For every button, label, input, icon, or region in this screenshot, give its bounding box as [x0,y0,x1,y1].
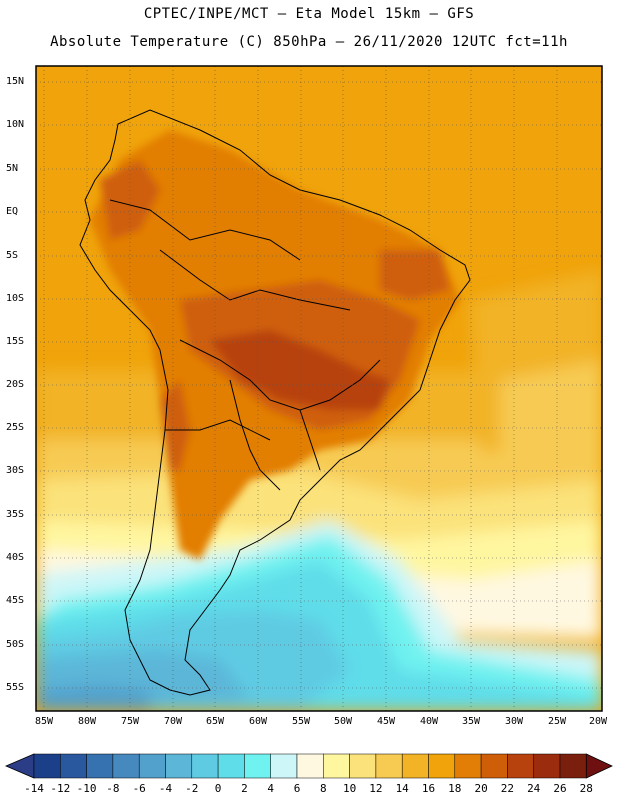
lat-label: 55S [6,682,25,693]
colorbar-cell [559,753,587,779]
colorbar-label: 4 [267,782,274,795]
colorbar-cell [244,753,271,779]
colorbar-cell [480,753,508,779]
colorbar-label: -12 [50,782,71,795]
lon-label: 65W [205,716,225,727]
lon-label: 45W [376,716,396,727]
colorbar-label: -14 [24,782,44,795]
colorbar-label: 2 [241,782,248,795]
colorbar-label: 20 [474,782,488,795]
colorbar-label: -4 [158,782,173,795]
map-frame [35,65,603,712]
lon-label: 85W [34,716,54,727]
lon-label: 50W [333,716,353,727]
colorbar-cell [454,753,482,779]
colorbar-cell [138,753,166,779]
colorbar-label: 16 [421,782,436,795]
colorbar-label: 6 [293,782,301,795]
lon-label: 60W [248,716,268,727]
colorbar-cell [428,753,456,779]
colorbar-under-arrow [4,753,35,779]
colorbar-cell [323,753,350,779]
colorbar-cell [60,753,87,779]
colorbar-label: 26 [553,782,567,795]
lat-label: 10N [6,119,25,130]
title-line-1: CPTEC/INPE/MCT — Eta Model 15km — GFS [143,6,475,22]
lon-label: 35W [461,716,481,727]
lat-label: 30S [6,465,25,476]
title-line-2: Absolute Temperature (C) 850hPa — 26/11/… [50,34,568,50]
colorbar-cell [349,753,377,779]
colorbar [4,753,613,779]
colorbar-label: 10 [342,782,357,795]
colorbar-cell [401,753,429,779]
colorbar-cell [165,753,193,779]
colorbar-cell [533,753,561,779]
lat-label: 15S [6,336,25,347]
colorbar-cell [507,753,534,779]
lat-label: EQ [6,206,19,217]
lat-label: 5S [6,250,19,261]
lat-label: 35S [6,509,25,520]
colorbar-cell [270,753,298,779]
lat-label: 20S [6,379,25,390]
lat-label: 45S [6,595,25,606]
lon-label: 80W [77,716,97,727]
colorbar-over-arrow [585,753,613,779]
lon-label: 30W [504,716,524,727]
temperature-field [36,66,602,711]
colorbar-cell [217,753,245,779]
colorbar-label: 28 [579,782,593,795]
lat-label: 10S [6,293,25,304]
lon-label: 25W [547,716,567,727]
lon-label: 20W [588,716,608,727]
colorbar-cell [33,753,61,779]
colorbar-label: 22 [500,782,515,795]
colorbar-label: -6 [132,782,146,795]
lon-label: 75W [120,716,140,727]
colorbar-cell [191,753,219,779]
colorbar-label: 12 [369,782,383,795]
colorbar-label: 18 [448,782,462,795]
colorbar-cell [296,753,324,779]
lat-label: 25S [6,422,25,433]
colorbar-cell [112,753,140,779]
colorbar-label: -8 [106,782,120,795]
colorbar-label: -2 [185,782,199,795]
colorbar-label: 14 [395,782,409,795]
lon-label: 70W [163,716,183,727]
lon-label: 55W [291,716,311,727]
colorbar-cell [86,753,114,779]
colorbar-label: 24 [527,782,541,795]
colorbar-label: 8 [319,782,327,795]
lon-label: 40W [419,716,439,727]
colorbar-label: 0 [214,782,222,795]
lat-label: 40S [6,552,25,563]
lat-label: 50S [6,639,25,650]
lat-label: 15N [6,76,25,87]
colorbar-cell [375,753,403,779]
colorbar-label: -10 [76,782,97,795]
lat-label: 5N [6,163,19,174]
